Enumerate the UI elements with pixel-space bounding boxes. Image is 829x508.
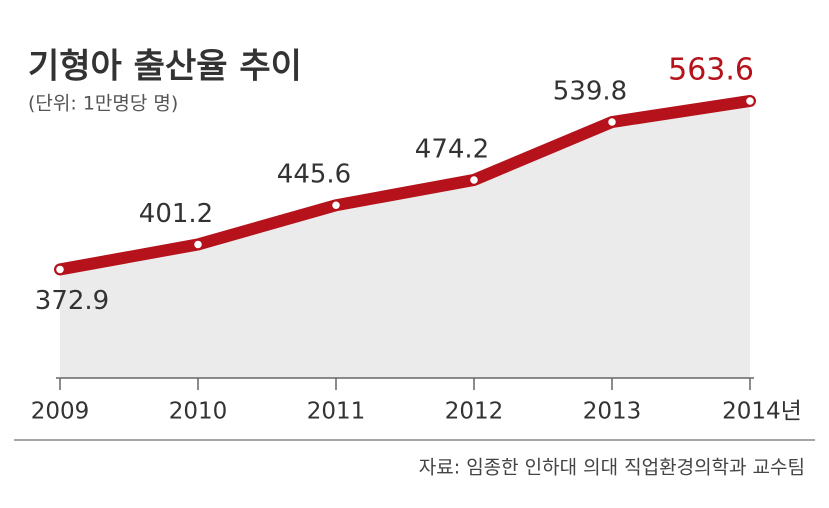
chart-title: 기형아 출산율 추이	[28, 47, 302, 87]
data-label: 474.2	[415, 134, 489, 164]
point	[54, 264, 66, 275]
x-tick-label: 2013	[583, 399, 642, 425]
chart-subtitle: (단위: 1만명당 명)	[28, 93, 178, 115]
x-tick-label: 2009	[31, 399, 90, 425]
data-label: 401.2	[139, 199, 213, 229]
x-tick-label: 2012	[445, 399, 504, 425]
point	[192, 239, 204, 250]
data-label: 539.8	[553, 77, 627, 107]
x-tick-label: 2010	[169, 399, 228, 425]
data-label: 563.6	[668, 52, 754, 87]
point	[330, 199, 342, 211]
point	[744, 95, 756, 107]
area	[60, 100, 750, 378]
point	[468, 174, 480, 186]
x-tick-label: 2011	[307, 399, 366, 425]
line	[54, 94, 756, 276]
source-note: 자료: 임종한 인하대 의대 직업환경의학과 교수팀	[419, 457, 805, 479]
data-label: 372.9	[35, 286, 109, 316]
point	[606, 116, 618, 128]
data-label: 445.6	[277, 160, 351, 190]
x-tick-label: 2014년	[722, 399, 802, 425]
